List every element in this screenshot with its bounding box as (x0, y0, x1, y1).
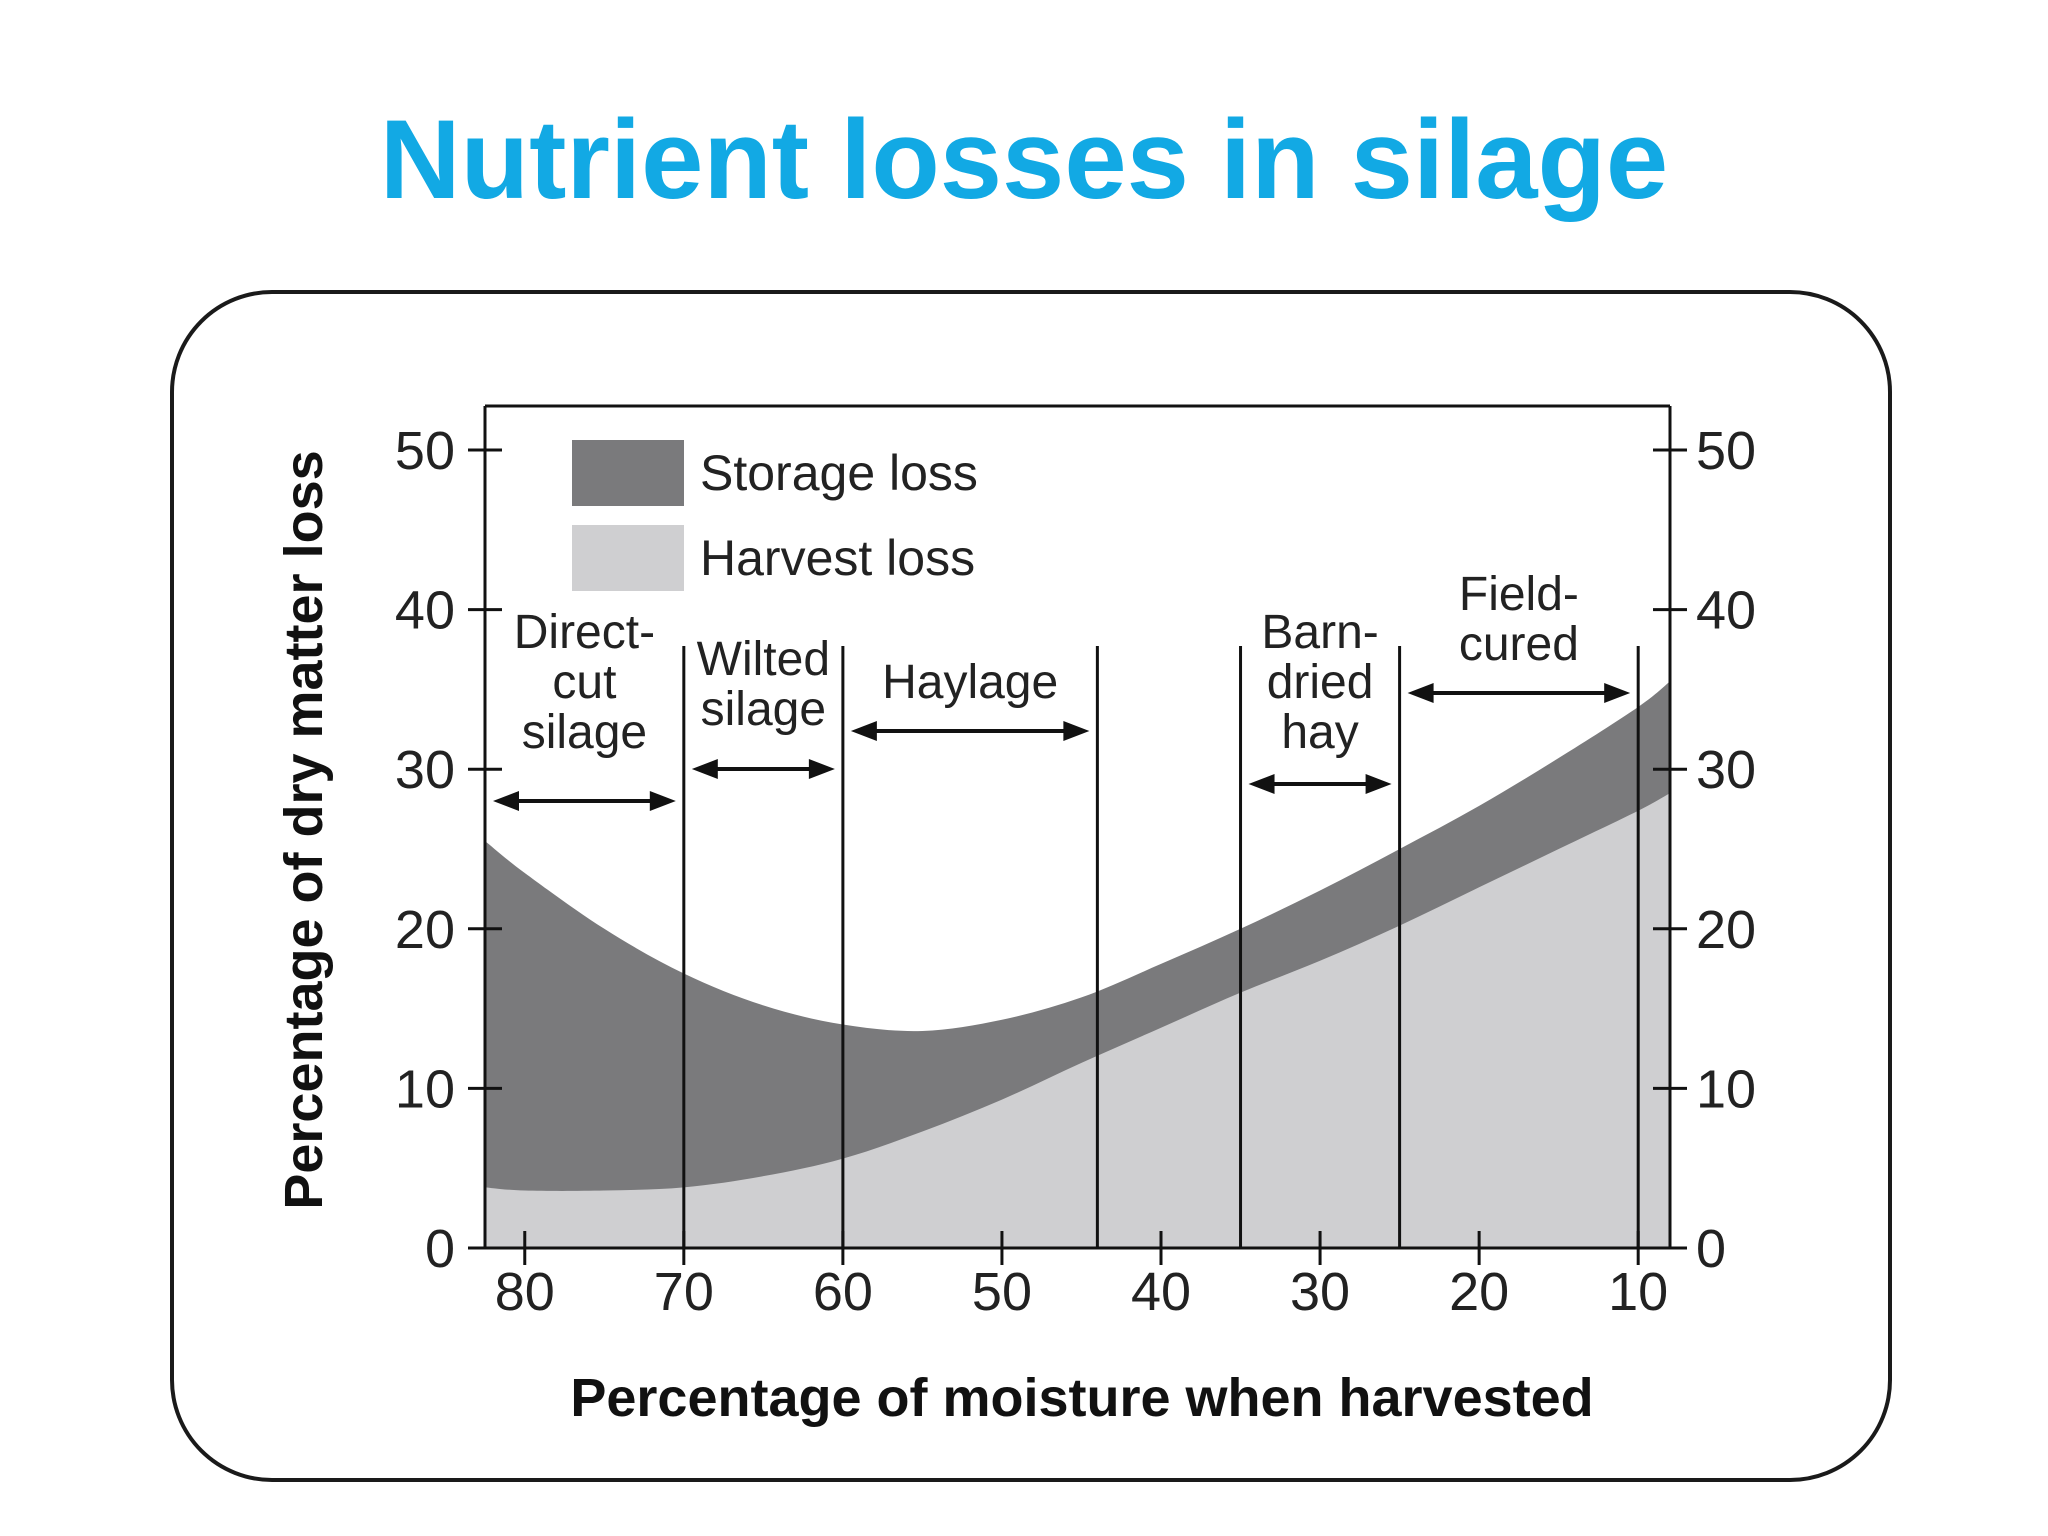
x-axis-title: Percentage of moisture when harvested (570, 1368, 1593, 1428)
region-group: Haylage (850, 656, 1090, 741)
region-arrowhead-right (808, 759, 835, 779)
region-arrowhead-right (1365, 774, 1392, 794)
region-label: Direct- (514, 606, 655, 659)
y-tick-label-right: 10 (1696, 1059, 1756, 1119)
region-label: dried (1267, 656, 1374, 709)
region-label: Wilted (697, 633, 830, 686)
y-tick-label-left: 10 (395, 1059, 455, 1119)
x-tick-label: 50 (972, 1262, 1032, 1322)
x-tick-label: 80 (495, 1262, 555, 1322)
region-label: cured (1459, 618, 1579, 671)
legend: Storage loss Harvest loss (572, 440, 978, 591)
y-tick-label-left: 0 (425, 1219, 455, 1279)
region-arrowhead-left (691, 759, 718, 779)
region-label: cut (552, 656, 616, 709)
y-tick-label-right: 50 (1696, 421, 1756, 481)
region-arrowhead-left (1248, 774, 1275, 794)
region-label: Haylage (882, 656, 1058, 709)
x-tick-label: 20 (1449, 1262, 1509, 1322)
y-tick-label-left: 30 (395, 740, 455, 800)
y-tick-label-left: 40 (395, 581, 455, 641)
area-layer (485, 681, 1670, 1248)
region-label: silage (701, 683, 826, 736)
x-tick-label: 30 (1290, 1262, 1350, 1322)
region-arrowhead-right (1063, 721, 1090, 741)
region-arrowhead-left (493, 791, 519, 811)
legend-swatch-storage (572, 440, 684, 506)
y-tick-label-left: 50 (395, 421, 455, 481)
region-group: Field-cured (1407, 568, 1631, 703)
legend-swatch-harvest (572, 525, 684, 591)
legend-label-storage: Storage loss (700, 445, 978, 501)
legend-label-harvest: Harvest loss (700, 530, 975, 586)
region-arrowhead-left (850, 721, 877, 741)
y-tick-label-right: 20 (1696, 900, 1756, 960)
region-label: Field- (1459, 568, 1579, 621)
y-tick-label-left: 20 (395, 900, 455, 960)
divider-layer (682, 646, 1640, 1248)
x-tick-label: 70 (654, 1262, 714, 1322)
axes-layer: 0 0 10 10 20 20 30 30 40 40 50 50 80 70 60 50 40 30 20 10 (395, 404, 1756, 1322)
region-arrowhead-right (1604, 683, 1631, 703)
y-tick-label-right: 40 (1696, 581, 1756, 641)
y-tick-label-right: 0 (1696, 1219, 1726, 1279)
region-label: silage (522, 706, 647, 759)
y-tick-label-right: 30 (1696, 740, 1756, 800)
y-axis-title: Percentage of dry matter loss (274, 450, 334, 1209)
harvest-loss-area (485, 793, 1670, 1248)
region-layer: Direct-cutsilageWiltedsilageHaylageBarn-… (493, 568, 1631, 811)
slide-title: Nutrient losses in silage (379, 97, 1669, 222)
x-tick-label: 10 (1608, 1262, 1668, 1322)
region-arrowhead-right (649, 791, 676, 811)
region-label: hay (1281, 706, 1358, 759)
region-arrowhead-left (1407, 683, 1434, 703)
x-tick-label: 60 (813, 1262, 873, 1322)
region-label: Barn- (1261, 606, 1378, 659)
x-tick-label: 40 (1131, 1262, 1191, 1322)
